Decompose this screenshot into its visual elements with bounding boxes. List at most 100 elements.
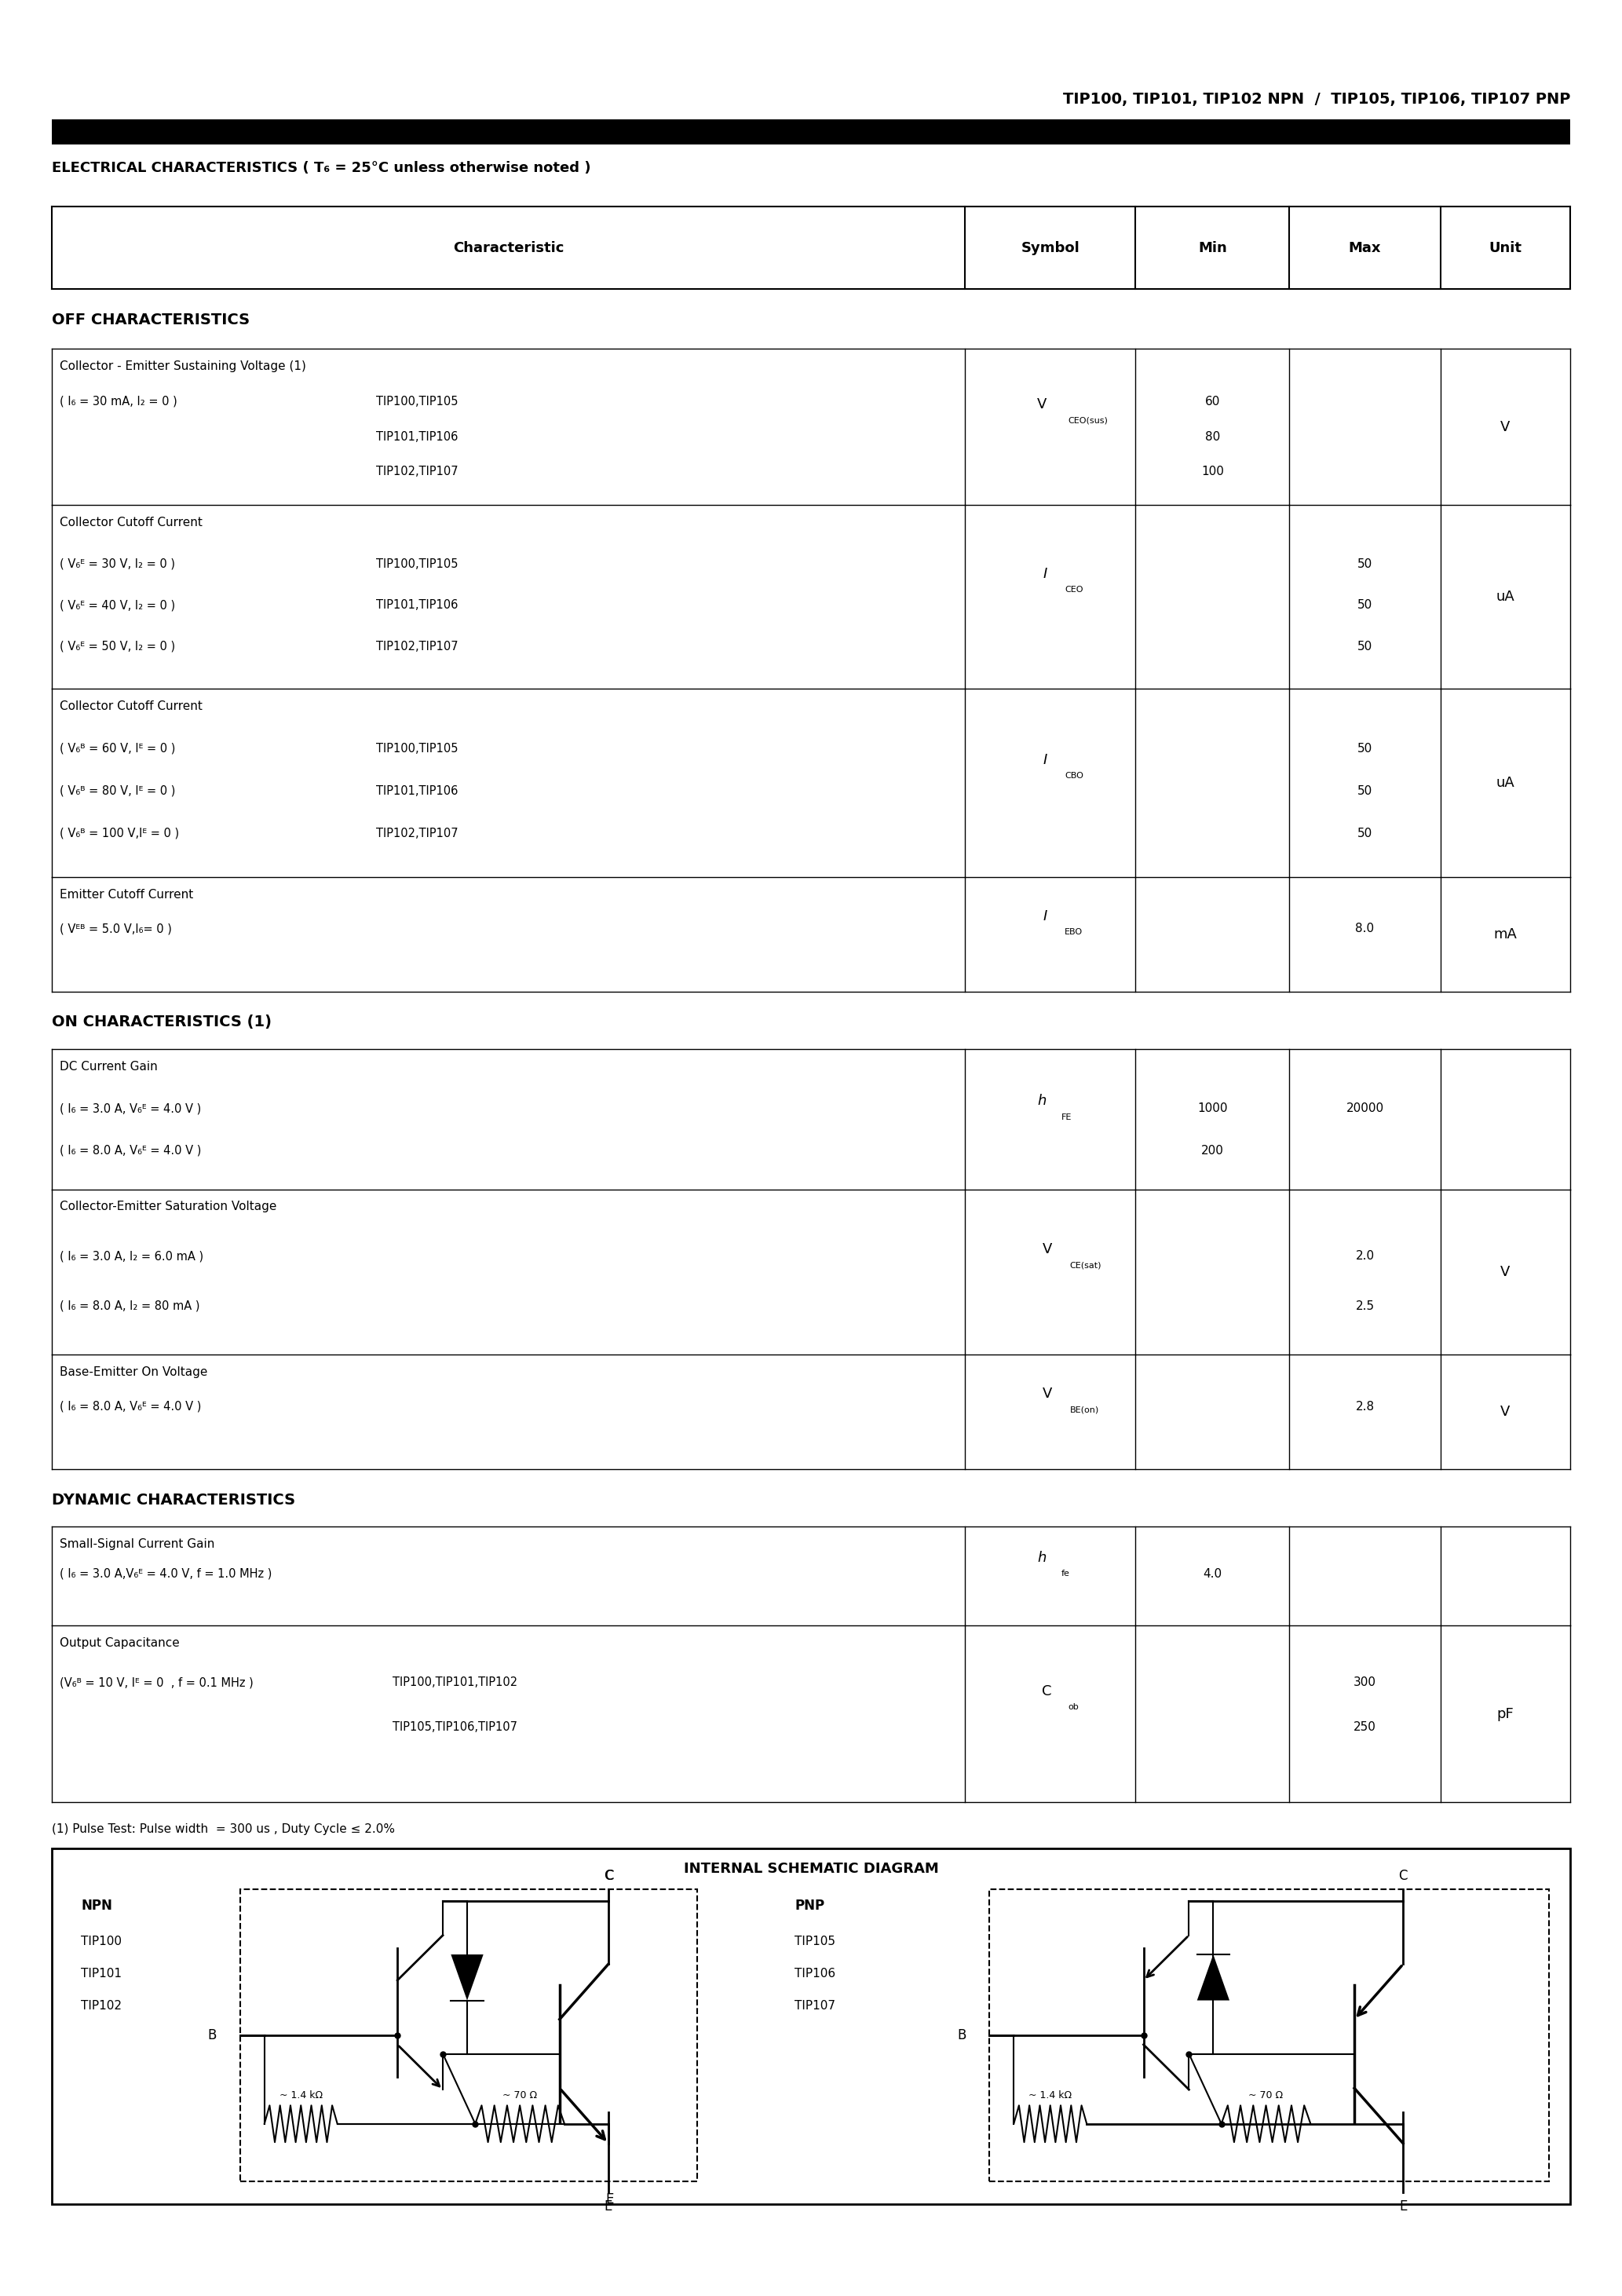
Text: 2.8: 2.8 bbox=[1356, 1401, 1374, 1412]
Text: CE(sat): CE(sat) bbox=[1071, 1261, 1101, 1270]
Text: E: E bbox=[605, 2193, 613, 2206]
Text: Emitter Cutoff Current: Emitter Cutoff Current bbox=[60, 889, 193, 900]
Text: 300: 300 bbox=[1353, 1676, 1377, 1688]
Text: B: B bbox=[957, 2027, 967, 2043]
Text: (1) Pulse Test: Pulse width  = 300 us , Duty Cycle ≤ 2.0%: (1) Pulse Test: Pulse width = 300 us , D… bbox=[52, 1823, 396, 1835]
Text: Collector-Emitter Saturation Voltage: Collector-Emitter Saturation Voltage bbox=[60, 1201, 277, 1212]
Text: 100: 100 bbox=[1202, 466, 1223, 478]
Text: 80: 80 bbox=[1205, 432, 1220, 443]
Text: ( V₆ᴮ = 60 V, Iᴱ = 0 ): ( V₆ᴮ = 60 V, Iᴱ = 0 ) bbox=[60, 742, 175, 755]
Text: V: V bbox=[1500, 1265, 1510, 1279]
Text: ( V₆ᴮ = 100 V,Iᴱ = 0 ): ( V₆ᴮ = 100 V,Iᴱ = 0 ) bbox=[60, 827, 180, 838]
Text: ON CHARACTERISTICS (1): ON CHARACTERISTICS (1) bbox=[52, 1015, 272, 1029]
Text: Small-Signal Current Gain: Small-Signal Current Gain bbox=[60, 1538, 216, 1550]
Text: ~ 1.4 kΩ: ~ 1.4 kΩ bbox=[279, 2092, 323, 2101]
Text: 1000: 1000 bbox=[1197, 1102, 1228, 1114]
Text: mA: mA bbox=[1494, 928, 1517, 941]
Text: ( I₆ = 3.0 A, I₂ = 6.0 mA ): ( I₆ = 3.0 A, I₂ = 6.0 mA ) bbox=[60, 1251, 204, 1263]
Text: TIP100: TIP100 bbox=[81, 1936, 122, 1947]
Text: TIP101,TIP106: TIP101,TIP106 bbox=[376, 785, 459, 797]
Text: ( V₆ᴱ = 30 V, I₂ = 0 ): ( V₆ᴱ = 30 V, I₂ = 0 ) bbox=[60, 558, 175, 569]
Text: 50: 50 bbox=[1358, 599, 1372, 611]
Text: TIP101: TIP101 bbox=[81, 1968, 122, 1979]
Text: TIP102,TIP107: TIP102,TIP107 bbox=[376, 641, 459, 652]
Text: TIP102,TIP107: TIP102,TIP107 bbox=[376, 827, 459, 838]
Text: Unit: Unit bbox=[1489, 241, 1521, 255]
Text: TIP100,TIP105: TIP100,TIP105 bbox=[376, 558, 459, 569]
Text: EBO: EBO bbox=[1064, 928, 1083, 937]
Text: CEO: CEO bbox=[1064, 585, 1083, 595]
Text: Output Capacitance: Output Capacitance bbox=[60, 1637, 180, 1649]
Text: V: V bbox=[1500, 420, 1510, 434]
Text: V: V bbox=[1043, 1242, 1051, 1256]
Text: fe: fe bbox=[1061, 1570, 1071, 1577]
Text: TIP105,TIP106,TIP107: TIP105,TIP106,TIP107 bbox=[393, 1722, 517, 1733]
Text: 50: 50 bbox=[1358, 641, 1372, 652]
Text: uA: uA bbox=[1495, 776, 1515, 790]
Text: FE: FE bbox=[1061, 1114, 1072, 1120]
Text: 2.5: 2.5 bbox=[1356, 1300, 1374, 1311]
Text: I: I bbox=[1043, 909, 1048, 923]
Text: BE(on): BE(on) bbox=[1071, 1405, 1100, 1414]
Text: 4.0: 4.0 bbox=[1204, 1568, 1221, 1580]
Text: ( I₆ = 8.0 A, V₆ᴱ = 4.0 V ): ( I₆ = 8.0 A, V₆ᴱ = 4.0 V ) bbox=[60, 1146, 201, 1157]
Text: TIP106: TIP106 bbox=[795, 1968, 835, 1979]
Text: TIP107: TIP107 bbox=[795, 2000, 835, 2011]
Text: ( I₆ = 3.0 A,V₆ᴱ = 4.0 V, f = 1.0 MHz ): ( I₆ = 3.0 A,V₆ᴱ = 4.0 V, f = 1.0 MHz ) bbox=[60, 1568, 272, 1580]
Text: ( I₆ = 8.0 A, V₆ᴱ = 4.0 V ): ( I₆ = 8.0 A, V₆ᴱ = 4.0 V ) bbox=[60, 1401, 201, 1412]
Text: TIP101,TIP106: TIP101,TIP106 bbox=[376, 599, 459, 611]
Text: 20000: 20000 bbox=[1346, 1102, 1384, 1114]
Text: Collector Cutoff Current: Collector Cutoff Current bbox=[60, 517, 203, 528]
Text: ( I₆ = 3.0 A, V₆ᴱ = 4.0 V ): ( I₆ = 3.0 A, V₆ᴱ = 4.0 V ) bbox=[60, 1102, 201, 1114]
Text: 2.0: 2.0 bbox=[1356, 1251, 1374, 1263]
Text: 50: 50 bbox=[1358, 742, 1372, 755]
Text: 50: 50 bbox=[1358, 827, 1372, 838]
Text: ~ 70 Ω: ~ 70 Ω bbox=[503, 2092, 537, 2101]
Text: Characteristic: Characteristic bbox=[453, 241, 564, 255]
Text: INTERNAL SCHEMATIC DIAGRAM: INTERNAL SCHEMATIC DIAGRAM bbox=[683, 1862, 939, 1876]
Text: h: h bbox=[1038, 1550, 1046, 1566]
Text: ~ 1.4 kΩ: ~ 1.4 kΩ bbox=[1028, 2092, 1072, 2101]
Text: 200: 200 bbox=[1202, 1146, 1223, 1157]
Text: uA: uA bbox=[1495, 590, 1515, 604]
Text: ( I₆ = 30 mA, I₂ = 0 ): ( I₆ = 30 mA, I₂ = 0 ) bbox=[60, 395, 177, 406]
Text: C: C bbox=[1041, 1683, 1053, 1699]
Text: 50: 50 bbox=[1358, 558, 1372, 569]
Text: Symbol: Symbol bbox=[1020, 241, 1080, 255]
Text: (V₆ᴮ = 10 V, Iᴱ = 0  , f = 0.1 MHz ): (V₆ᴮ = 10 V, Iᴱ = 0 , f = 0.1 MHz ) bbox=[60, 1676, 253, 1688]
Text: C: C bbox=[605, 1869, 613, 1883]
Text: TIP100,TIP105: TIP100,TIP105 bbox=[376, 395, 459, 406]
Text: V: V bbox=[1043, 1387, 1051, 1401]
Text: ( V₆ᴱ = 50 V, I₂ = 0 ): ( V₆ᴱ = 50 V, I₂ = 0 ) bbox=[60, 641, 175, 652]
Bar bbox=[989, 1890, 1549, 2181]
Text: h: h bbox=[1038, 1093, 1046, 1109]
Polygon shape bbox=[1197, 1954, 1229, 2000]
Text: CEO(sus): CEO(sus) bbox=[1067, 416, 1108, 425]
Text: I: I bbox=[1043, 753, 1048, 767]
Text: ( V₆ᴮ = 80 V, Iᴱ = 0 ): ( V₆ᴮ = 80 V, Iᴱ = 0 ) bbox=[60, 785, 175, 797]
Text: TIP105: TIP105 bbox=[795, 1936, 835, 1947]
Text: TIP100, TIP101, TIP102 NPN  /  TIP105, TIP106, TIP107 PNP: TIP100, TIP101, TIP102 NPN / TIP105, TIP… bbox=[1062, 92, 1570, 106]
Text: V: V bbox=[1500, 1405, 1510, 1419]
Text: PNP: PNP bbox=[795, 1899, 824, 1913]
Text: Min: Min bbox=[1199, 241, 1226, 255]
Text: E: E bbox=[1398, 2200, 1408, 2213]
Text: ELECTRICAL CHARACTERISTICS ( T₆ = 25°C unless otherwise noted ): ELECTRICAL CHARACTERISTICS ( T₆ = 25°C u… bbox=[52, 161, 590, 174]
Text: ( V₆ᴱ = 40 V, I₂ = 0 ): ( V₆ᴱ = 40 V, I₂ = 0 ) bbox=[60, 599, 175, 611]
Bar bbox=[52, 119, 1570, 145]
Text: 250: 250 bbox=[1354, 1722, 1375, 1733]
Text: V: V bbox=[1038, 397, 1046, 411]
Text: CBO: CBO bbox=[1064, 771, 1083, 781]
Text: TIP100,TIP101,TIP102: TIP100,TIP101,TIP102 bbox=[393, 1676, 517, 1688]
Text: B: B bbox=[208, 2027, 217, 2043]
Text: NPN: NPN bbox=[81, 1899, 112, 1913]
Text: TIP101,TIP106: TIP101,TIP106 bbox=[376, 432, 459, 443]
Text: TIP100,TIP105: TIP100,TIP105 bbox=[376, 742, 459, 755]
Text: Collector Cutoff Current: Collector Cutoff Current bbox=[60, 700, 203, 712]
Text: C: C bbox=[1398, 1869, 1408, 1883]
Text: C: C bbox=[603, 1869, 613, 1883]
Text: Collector - Emitter Sustaining Voltage (1): Collector - Emitter Sustaining Voltage (… bbox=[60, 360, 307, 372]
Text: DC Current Gain: DC Current Gain bbox=[60, 1061, 157, 1072]
Text: TIP102: TIP102 bbox=[81, 2000, 122, 2011]
Text: ( Vᴱᴮ = 5.0 V,I₆= 0 ): ( Vᴱᴮ = 5.0 V,I₆= 0 ) bbox=[60, 923, 172, 934]
